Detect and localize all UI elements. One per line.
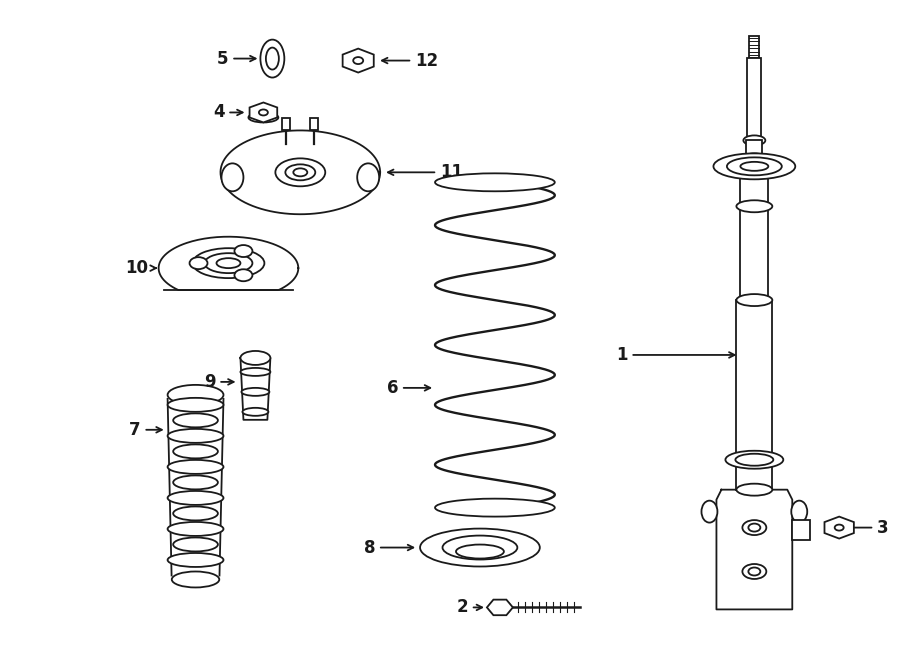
Ellipse shape xyxy=(743,153,765,163)
Ellipse shape xyxy=(173,413,218,428)
Ellipse shape xyxy=(173,537,218,551)
Ellipse shape xyxy=(357,163,379,191)
Ellipse shape xyxy=(443,535,518,559)
Polygon shape xyxy=(824,517,854,539)
Ellipse shape xyxy=(204,253,252,273)
Ellipse shape xyxy=(242,408,268,416)
Ellipse shape xyxy=(167,522,223,536)
Ellipse shape xyxy=(235,269,252,281)
Text: 1: 1 xyxy=(616,346,734,364)
Polygon shape xyxy=(343,49,373,73)
Ellipse shape xyxy=(344,59,373,69)
Ellipse shape xyxy=(266,48,279,69)
Ellipse shape xyxy=(741,162,769,171)
Text: 10: 10 xyxy=(126,259,156,277)
Ellipse shape xyxy=(173,475,218,489)
Ellipse shape xyxy=(190,257,208,269)
Bar xyxy=(736,300,772,490)
Ellipse shape xyxy=(749,568,760,576)
Ellipse shape xyxy=(285,165,315,180)
Ellipse shape xyxy=(742,564,766,579)
Ellipse shape xyxy=(742,520,766,535)
Ellipse shape xyxy=(240,351,270,365)
Ellipse shape xyxy=(172,572,220,588)
Ellipse shape xyxy=(167,385,223,405)
Ellipse shape xyxy=(791,500,807,523)
Ellipse shape xyxy=(834,525,843,531)
Text: 7: 7 xyxy=(129,421,162,439)
Ellipse shape xyxy=(293,169,307,176)
Ellipse shape xyxy=(167,398,223,412)
Ellipse shape xyxy=(259,110,268,116)
Text: 11: 11 xyxy=(388,163,463,181)
Ellipse shape xyxy=(173,444,218,458)
Ellipse shape xyxy=(167,460,223,474)
Bar xyxy=(747,58,761,145)
Bar xyxy=(283,118,291,130)
Ellipse shape xyxy=(435,173,554,191)
Ellipse shape xyxy=(240,368,270,376)
Text: 9: 9 xyxy=(204,373,234,391)
Bar xyxy=(746,140,762,159)
Ellipse shape xyxy=(701,500,717,523)
Ellipse shape xyxy=(248,112,278,122)
Ellipse shape xyxy=(353,57,364,64)
Ellipse shape xyxy=(275,159,325,186)
Ellipse shape xyxy=(260,40,284,77)
Ellipse shape xyxy=(727,157,782,175)
Text: 8: 8 xyxy=(364,539,413,557)
Text: 5: 5 xyxy=(217,50,256,67)
Ellipse shape xyxy=(173,506,218,520)
Ellipse shape xyxy=(736,294,772,306)
Bar xyxy=(792,520,810,539)
Ellipse shape xyxy=(735,453,773,466)
Ellipse shape xyxy=(167,553,223,567)
Ellipse shape xyxy=(241,388,269,396)
Ellipse shape xyxy=(167,491,223,505)
Ellipse shape xyxy=(217,258,240,268)
Polygon shape xyxy=(249,102,277,122)
Bar xyxy=(741,176,769,430)
Ellipse shape xyxy=(435,498,554,517)
Text: 12: 12 xyxy=(382,52,438,69)
Text: 4: 4 xyxy=(212,104,243,122)
Ellipse shape xyxy=(167,429,223,443)
Ellipse shape xyxy=(725,451,783,469)
Ellipse shape xyxy=(456,545,504,559)
Ellipse shape xyxy=(489,600,511,615)
Text: 2: 2 xyxy=(456,598,482,617)
Ellipse shape xyxy=(749,524,760,531)
Ellipse shape xyxy=(736,484,772,496)
Ellipse shape xyxy=(736,200,772,212)
Ellipse shape xyxy=(420,529,540,566)
Bar xyxy=(750,36,760,58)
Ellipse shape xyxy=(235,245,252,257)
Polygon shape xyxy=(487,600,513,615)
Ellipse shape xyxy=(221,163,243,191)
Bar xyxy=(310,118,319,130)
Ellipse shape xyxy=(193,248,265,278)
Ellipse shape xyxy=(743,136,765,145)
Ellipse shape xyxy=(714,153,796,179)
Text: 6: 6 xyxy=(387,379,430,397)
Text: 3: 3 xyxy=(826,519,888,537)
